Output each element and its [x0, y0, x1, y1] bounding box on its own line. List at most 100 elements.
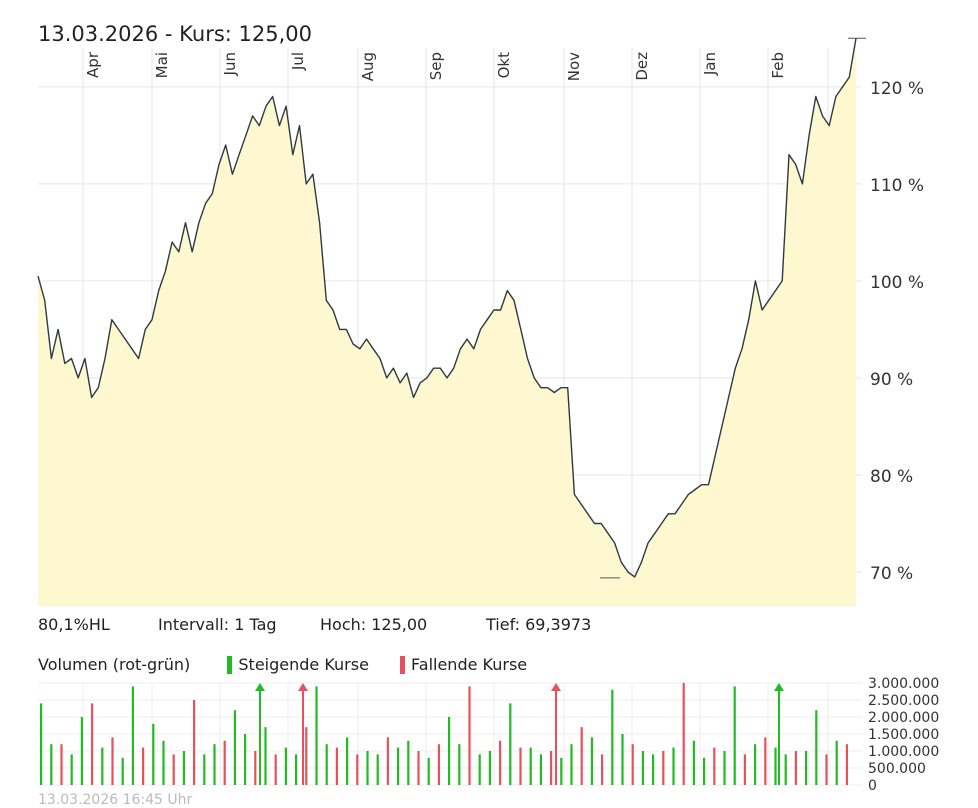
overflow-bar	[778, 690, 780, 785]
y-tick-label: 120 %	[870, 79, 924, 99]
y-tick-label: 90 %	[870, 370, 913, 390]
volume-bar	[142, 747, 145, 785]
volume-bar	[529, 747, 532, 785]
volume-bar	[774, 747, 777, 785]
volume-bar	[560, 757, 563, 785]
volume-bar	[805, 751, 808, 785]
x-tick-label: Mai	[153, 52, 171, 78]
volume-bar	[631, 744, 634, 785]
y-tick-label: 80 %	[870, 467, 913, 487]
volume-bar	[703, 757, 706, 785]
volume-bar	[335, 747, 338, 785]
overflow-arrow	[551, 683, 561, 691]
volume-bar	[662, 751, 665, 785]
volume-bar	[284, 747, 287, 785]
volume-bar	[356, 754, 359, 785]
volume-bar	[509, 703, 512, 785]
x-tick-label: Nov	[565, 52, 583, 81]
volume-bar	[611, 689, 614, 785]
overflow-arrow	[774, 683, 784, 691]
volume-label: Volumen (rot-grün)	[38, 655, 191, 674]
volume-bar	[570, 744, 573, 785]
volume-bar	[468, 686, 471, 785]
volume-bar	[784, 754, 787, 785]
vol-tick-label: 1.000.000	[868, 744, 939, 760]
x-tick-label: Sep	[427, 52, 445, 80]
volume-legend: Volumen (rot-grün) Steigende Kurse Falle…	[38, 654, 527, 674]
rising-swatch	[227, 655, 233, 674]
volume-bar	[652, 754, 655, 785]
volume-bar	[233, 710, 236, 785]
volume-bar	[478, 754, 481, 785]
volume-bar	[162, 740, 165, 785]
volume-bar	[448, 717, 451, 785]
x-tick-label: Jul	[289, 52, 307, 71]
volume-bar	[305, 727, 308, 785]
volume-bar	[488, 751, 491, 785]
x-tick-label: Dez	[633, 52, 651, 81]
volume-bar	[264, 727, 267, 785]
volume-bar	[295, 754, 298, 785]
volume-bar	[754, 744, 757, 785]
y-tick-label: 100 %	[870, 273, 924, 293]
volume-bar	[835, 740, 838, 785]
overflow-bar	[259, 690, 261, 785]
volume-bar	[121, 757, 124, 785]
volume-bar	[60, 744, 63, 785]
x-tick-label: Jan	[701, 52, 719, 76]
volume-bar	[172, 754, 175, 785]
volume-bar	[641, 751, 644, 785]
vol-tick-label: 500.000	[868, 761, 926, 777]
volume-bar	[794, 751, 797, 785]
price-line	[37, 38, 857, 578]
vol-tick-label: 1.500.000	[868, 727, 939, 743]
volume-bar	[692, 740, 695, 785]
x-tick-label: Jun	[221, 52, 239, 76]
x-tick-label: Feb	[769, 52, 787, 79]
volume-bar	[590, 737, 593, 785]
volume-bar	[346, 737, 349, 785]
volume-bar	[193, 700, 196, 785]
volume-bar	[519, 747, 522, 785]
volume-bar	[723, 751, 726, 785]
volume-bar	[213, 744, 216, 785]
volume-bar	[407, 740, 410, 785]
volume-bar	[366, 751, 369, 785]
volume-bar	[315, 686, 318, 785]
high-value: Hoch: 125,00	[320, 615, 428, 634]
volume-bar	[672, 747, 675, 785]
volume-bar	[101, 747, 104, 785]
falling-label: Fallende Kurse	[411, 655, 528, 674]
page-title: 13.03.2026 - Kurs: 125,00	[38, 22, 313, 46]
overflow-arrow	[298, 683, 308, 691]
volume-bar	[437, 744, 440, 785]
volume-bar	[376, 754, 379, 785]
vol-tick-label: 2.500.000	[868, 693, 939, 709]
volume-bar	[223, 740, 226, 785]
volume-bar	[580, 727, 583, 785]
volume-bar	[91, 703, 94, 785]
x-tick-label: Apr	[84, 51, 102, 78]
volume-bar	[182, 751, 185, 785]
volume-bar	[427, 757, 430, 785]
vol-tick-label: 2.000.000	[868, 710, 939, 726]
price-chart[interactable]: 70 % 80 % 90 % 100 % 110 % 120 % Apr Mai Jun Jul A…	[0, 0, 978, 612]
volume-bar	[244, 734, 247, 785]
falling-swatch	[400, 655, 406, 674]
volume-bar	[764, 737, 767, 785]
volume-bar	[458, 744, 461, 785]
volume-bar	[111, 737, 114, 785]
volume-bar	[845, 744, 848, 785]
volume-bar	[733, 686, 736, 785]
volume-bar	[397, 747, 400, 785]
volume-bar	[131, 686, 134, 785]
volume-bar	[70, 754, 73, 785]
volume-bar	[825, 754, 828, 785]
volume-bar	[274, 754, 277, 785]
low-value: Tief: 69,3973	[486, 615, 592, 634]
y-tick-label: 110 %	[870, 176, 924, 196]
volume-bar	[152, 723, 155, 785]
volume-bar	[417, 751, 420, 785]
x-tick-label: Aug	[359, 52, 377, 81]
volume-bar	[815, 710, 818, 785]
